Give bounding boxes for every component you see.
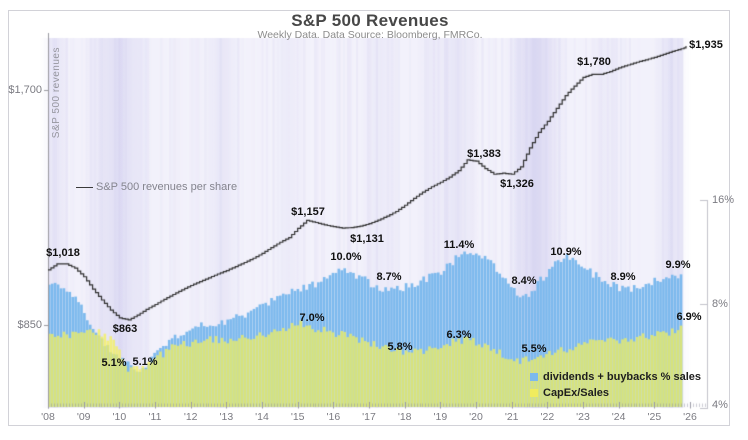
- revenue-line-legend: S&P 500 revenues per share: [76, 181, 237, 193]
- annotation: $1,780: [577, 56, 611, 68]
- x-axis-label-13: '13: [219, 411, 234, 423]
- legend-item-dividends-buybacks: dividends + buybacks % sales: [530, 369, 701, 385]
- x-axis-label-08: '08: [41, 411, 55, 423]
- x-axis-label-12: '12: [183, 411, 198, 423]
- annotation: 8.9%: [610, 271, 636, 283]
- annotation: 9.9%: [665, 259, 691, 271]
- chart-title: S&P 500 Revenues: [291, 11, 449, 30]
- x-axis-label-22: '22: [540, 411, 555, 423]
- chart-subtitle: Weekly Data. Data Source: Bloomberg, FMR…: [257, 29, 483, 41]
- annotation: 8.7%: [376, 271, 402, 283]
- area-legend: dividends + buybacks % sales CapEx/Sales: [530, 369, 701, 401]
- annotation: 5.1%: [132, 356, 158, 368]
- x-axis-label-15: '15: [290, 411, 305, 423]
- annotation: $863: [112, 323, 138, 335]
- annotation: 10.9%: [550, 246, 582, 258]
- capex-swatch-icon: [530, 389, 538, 397]
- x-axis-label-23: '23: [576, 411, 590, 423]
- annotation: $1,326: [500, 178, 534, 190]
- annotation: 8.4%: [511, 275, 537, 287]
- annotation: 5.8%: [387, 341, 413, 353]
- annotation: 7.0%: [299, 312, 325, 324]
- dividends-buybacks-swatch-icon: [530, 373, 538, 381]
- annotation: 5.5%: [521, 343, 547, 355]
- annotation: $1,935: [689, 39, 723, 51]
- x-axis-label-19: '19: [433, 411, 448, 423]
- left-axis-tick-850: $850: [17, 319, 42, 331]
- x-axis-label-09: '09: [76, 411, 91, 423]
- annotation: 10.0%: [330, 251, 362, 263]
- annotation: 6.3%: [446, 329, 472, 341]
- legend-item-capex: CapEx/Sales: [530, 385, 701, 401]
- legend-label-dividends-buybacks: dividends + buybacks % sales: [543, 371, 702, 383]
- annotation: $1,383: [467, 148, 501, 160]
- x-axis-label-17: '17: [362, 411, 376, 423]
- annotation: 5.1%: [101, 357, 127, 369]
- line-sample-icon: [76, 186, 93, 188]
- revenue-line-legend-label: S&P 500 revenues per share: [96, 181, 238, 193]
- x-axis-label-14: '14: [255, 411, 269, 423]
- annotation: $1,157: [291, 206, 325, 218]
- legend-label-capex: CapEx/Sales: [543, 387, 610, 399]
- x-axis-label-21: '21: [504, 411, 519, 423]
- right-axis-tick-16: 16%: [712, 194, 735, 206]
- x-axis-label-26: '26: [683, 411, 697, 423]
- annotation: 6.9%: [676, 311, 702, 323]
- x-axis-label-18: '18: [397, 411, 412, 423]
- annotation: $1,018: [46, 247, 80, 259]
- annotation: 11.4%: [443, 239, 475, 251]
- x-axis-label-24: '24: [611, 411, 626, 423]
- left-axis-title: S&P 500 revenues: [51, 47, 62, 139]
- right-axis-tick-8: 8%: [712, 298, 728, 310]
- x-axis-label-11: '11: [148, 411, 162, 423]
- x-axis-label-25: '25: [647, 411, 662, 423]
- x-axis-label-16: '16: [326, 411, 341, 423]
- x-axis-label-20: '20: [469, 411, 483, 423]
- left-axis-tick-1700: $1,700: [8, 84, 42, 96]
- right-axis-tick-4: 4%: [712, 399, 728, 411]
- x-axis-label-10: '10: [112, 411, 127, 423]
- annotation: $1,131: [350, 233, 384, 245]
